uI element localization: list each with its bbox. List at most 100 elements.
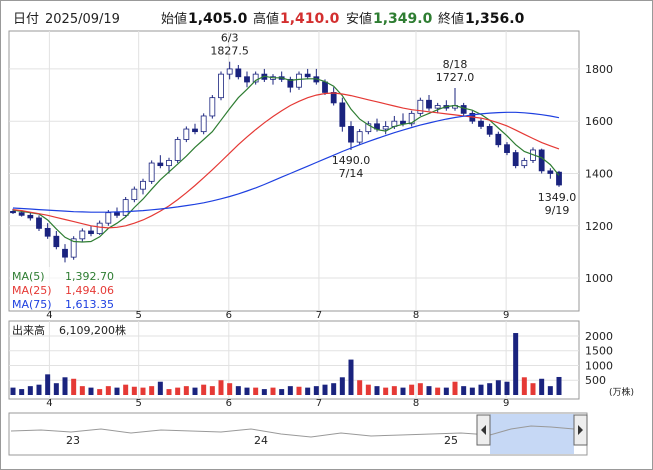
- volume-bar: [261, 389, 267, 395]
- volume-bar: [296, 386, 302, 395]
- candle-body: [304, 73, 311, 78]
- navigator-line: [10, 425, 575, 438]
- volume-bar: [10, 387, 16, 395]
- y-tick-label: 2000: [585, 330, 613, 343]
- candle-body: [140, 180, 146, 190]
- ma-line: [12, 75, 560, 243]
- candle-body: [512, 152, 519, 167]
- volume-bar: [331, 383, 337, 395]
- volume-bar: [114, 387, 120, 395]
- x-tick-label: 6: [226, 398, 232, 409]
- volume-bar: [391, 386, 397, 395]
- volume-bar: [426, 386, 432, 395]
- volume-bar: [201, 384, 207, 395]
- volume-bar: [443, 387, 449, 395]
- candle-body: [122, 199, 129, 216]
- volume-bar: [313, 386, 319, 395]
- candle-body: [244, 76, 250, 83]
- navigator-label: 24: [254, 434, 268, 447]
- volume-bar: [305, 387, 311, 395]
- annotation-date: 7/14: [339, 167, 364, 180]
- volume-bar: [287, 386, 293, 395]
- annotation-date: 6/3: [221, 32, 239, 45]
- volume-bar: [487, 383, 493, 395]
- volume-bar: [513, 333, 519, 395]
- volume-bar: [183, 386, 189, 395]
- volume-bar: [27, 386, 33, 395]
- candle-body: [460, 105, 467, 114]
- volume-bar: [53, 383, 59, 395]
- volume-total: 6,109,200株: [59, 323, 126, 337]
- candle-body: [44, 227, 51, 237]
- field-value: 1,405.0: [188, 11, 248, 27]
- candle-body: [148, 162, 155, 182]
- volume-bar: [530, 383, 536, 395]
- volume-bar: [504, 381, 510, 395]
- candle-body: [200, 115, 207, 133]
- candle-body: [252, 73, 259, 83]
- volume-bar: [365, 384, 371, 395]
- candle-body: [235, 68, 242, 78]
- x-tick-label: 9: [503, 398, 509, 409]
- candle-body: [365, 123, 372, 133]
- volume-bar: [279, 389, 285, 395]
- candle-body: [330, 92, 337, 104]
- candle-body: [70, 238, 77, 258]
- volume-bar: [357, 380, 363, 395]
- candle-body: [504, 144, 510, 153]
- volume-bar: [253, 387, 259, 395]
- candle-body: [105, 212, 112, 224]
- legend-name: MA(25): [12, 284, 52, 297]
- candle-body: [53, 235, 60, 248]
- volume-bar: [192, 387, 198, 395]
- navigator-range: [490, 414, 574, 454]
- annotation-value: 1727.0: [436, 71, 475, 84]
- annotation-date: 9/19: [545, 204, 570, 217]
- candle-body: [114, 212, 120, 216]
- field-label: 高値: [253, 11, 279, 27]
- candle-body: [192, 128, 198, 133]
- volume-bar: [495, 380, 501, 395]
- volume-bar: [435, 387, 441, 395]
- candle-body: [36, 217, 42, 229]
- candle-body: [209, 97, 216, 117]
- legend-value: 1,613.35: [65, 298, 114, 311]
- y-tick-label: 1400: [585, 167, 613, 180]
- price-panel: [8, 30, 580, 312]
- volume-bar: [547, 386, 553, 395]
- volume-bar: [409, 384, 415, 395]
- y-tick-label: 500: [585, 374, 606, 387]
- x-tick-label: 7: [316, 310, 322, 321]
- candle-body: [434, 105, 441, 109]
- volume-bar: [140, 387, 146, 395]
- field-label: 始値: [161, 11, 187, 27]
- candle-body: [556, 171, 562, 186]
- volume-bar: [478, 384, 484, 395]
- volume-bar: [270, 387, 276, 395]
- candle-body: [131, 188, 138, 201]
- volume-bar: [374, 386, 380, 395]
- legend-box: [10, 267, 120, 310]
- annotation-value: 1827.5: [210, 45, 249, 58]
- candle-body: [287, 78, 294, 88]
- volume-bar: [79, 386, 85, 395]
- navigator-label: 23: [66, 434, 80, 447]
- candle-body: [183, 128, 190, 140]
- legend-name: MA(75): [12, 298, 52, 311]
- volume-bar: [400, 387, 406, 395]
- candle-body: [339, 102, 346, 127]
- field-value: 1,356.0: [465, 11, 525, 27]
- ma-line: [12, 111, 560, 213]
- x-tick-label: 8: [413, 310, 419, 321]
- candle-body: [157, 162, 164, 167]
- volume-bar: [244, 387, 250, 395]
- date: 2025/09/19: [45, 12, 120, 27]
- candle-body: [296, 73, 302, 88]
- volume-bar: [417, 383, 423, 395]
- x-tick-label: 8: [413, 398, 419, 409]
- legend-value: 1,494.06: [65, 284, 114, 297]
- annotation-value: 1490.0: [332, 154, 371, 167]
- volume-bar: [209, 386, 215, 395]
- date-label: 日付: [13, 12, 39, 27]
